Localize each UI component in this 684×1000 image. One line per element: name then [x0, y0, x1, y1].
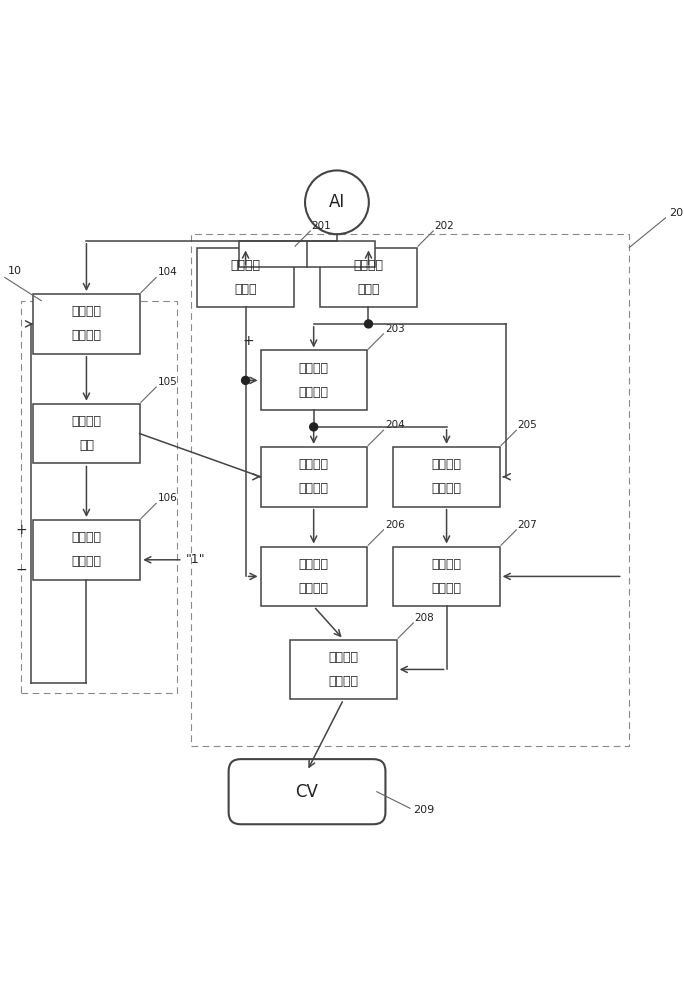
- Text: 切换模块: 切换模块: [328, 675, 358, 688]
- Text: 发生器: 发生器: [235, 283, 256, 296]
- Text: −: −: [243, 373, 254, 387]
- Text: 第二数值: 第二数值: [432, 458, 462, 471]
- FancyBboxPatch shape: [228, 759, 386, 824]
- Text: 模块: 模块: [79, 439, 94, 452]
- Bar: [393, 447, 500, 507]
- Text: 第一数值: 第一数值: [299, 458, 329, 471]
- Text: +: +: [243, 334, 254, 348]
- Circle shape: [310, 423, 317, 431]
- Bar: [198, 248, 293, 307]
- Circle shape: [365, 320, 373, 328]
- Text: 第二信号: 第二信号: [328, 651, 358, 664]
- Text: CV: CV: [295, 783, 319, 801]
- Text: 发生器: 发生器: [357, 283, 380, 296]
- Text: 209: 209: [413, 805, 434, 815]
- Bar: [34, 520, 140, 580]
- Bar: [261, 447, 367, 507]
- Text: 105: 105: [157, 377, 177, 387]
- Bar: [191, 234, 629, 746]
- Bar: [261, 547, 367, 606]
- Circle shape: [241, 376, 250, 384]
- Text: +: +: [16, 523, 27, 537]
- Text: 104: 104: [157, 267, 177, 277]
- Text: 10: 10: [8, 266, 22, 276]
- Circle shape: [305, 170, 369, 234]
- Text: 第一信号: 第一信号: [71, 305, 101, 318]
- Bar: [261, 350, 367, 410]
- Text: 第一数值: 第一数值: [71, 531, 101, 544]
- Bar: [21, 301, 177, 693]
- Text: 208: 208: [415, 613, 434, 623]
- Bar: [34, 294, 140, 354]
- Text: 第一函数: 第一函数: [231, 259, 261, 272]
- Text: 减法模块: 减法模块: [299, 386, 329, 399]
- Bar: [239, 241, 375, 267]
- Text: 第一数值: 第一数值: [299, 558, 329, 571]
- Text: −: −: [16, 563, 27, 577]
- Text: 20: 20: [669, 208, 683, 218]
- Text: 加法模块: 加法模块: [299, 582, 329, 595]
- Text: AI: AI: [329, 193, 345, 211]
- Text: 加法模块: 加法模块: [432, 582, 462, 595]
- Text: 速率限制: 速率限制: [71, 415, 101, 428]
- Text: 206: 206: [385, 520, 404, 530]
- Text: 减法模块: 减法模块: [71, 555, 101, 568]
- Text: 201: 201: [312, 221, 332, 231]
- Text: 207: 207: [518, 520, 538, 530]
- Text: 202: 202: [434, 221, 454, 231]
- Text: 第二函数: 第二函数: [354, 259, 384, 272]
- Text: 乘法模块: 乘法模块: [432, 482, 462, 495]
- Text: 204: 204: [385, 420, 404, 430]
- Bar: [320, 248, 417, 307]
- Text: 203: 203: [385, 324, 404, 334]
- Text: "1": "1": [186, 553, 206, 566]
- Bar: [393, 547, 500, 606]
- Bar: [291, 640, 397, 699]
- Text: 乘法模块: 乘法模块: [299, 482, 329, 495]
- Text: 第二数值: 第二数值: [299, 362, 329, 375]
- Text: 205: 205: [518, 420, 538, 430]
- Bar: [34, 404, 140, 463]
- Text: 106: 106: [157, 493, 177, 503]
- Text: 第二数值: 第二数值: [432, 558, 462, 571]
- Text: 切换模块: 切换模块: [71, 329, 101, 342]
